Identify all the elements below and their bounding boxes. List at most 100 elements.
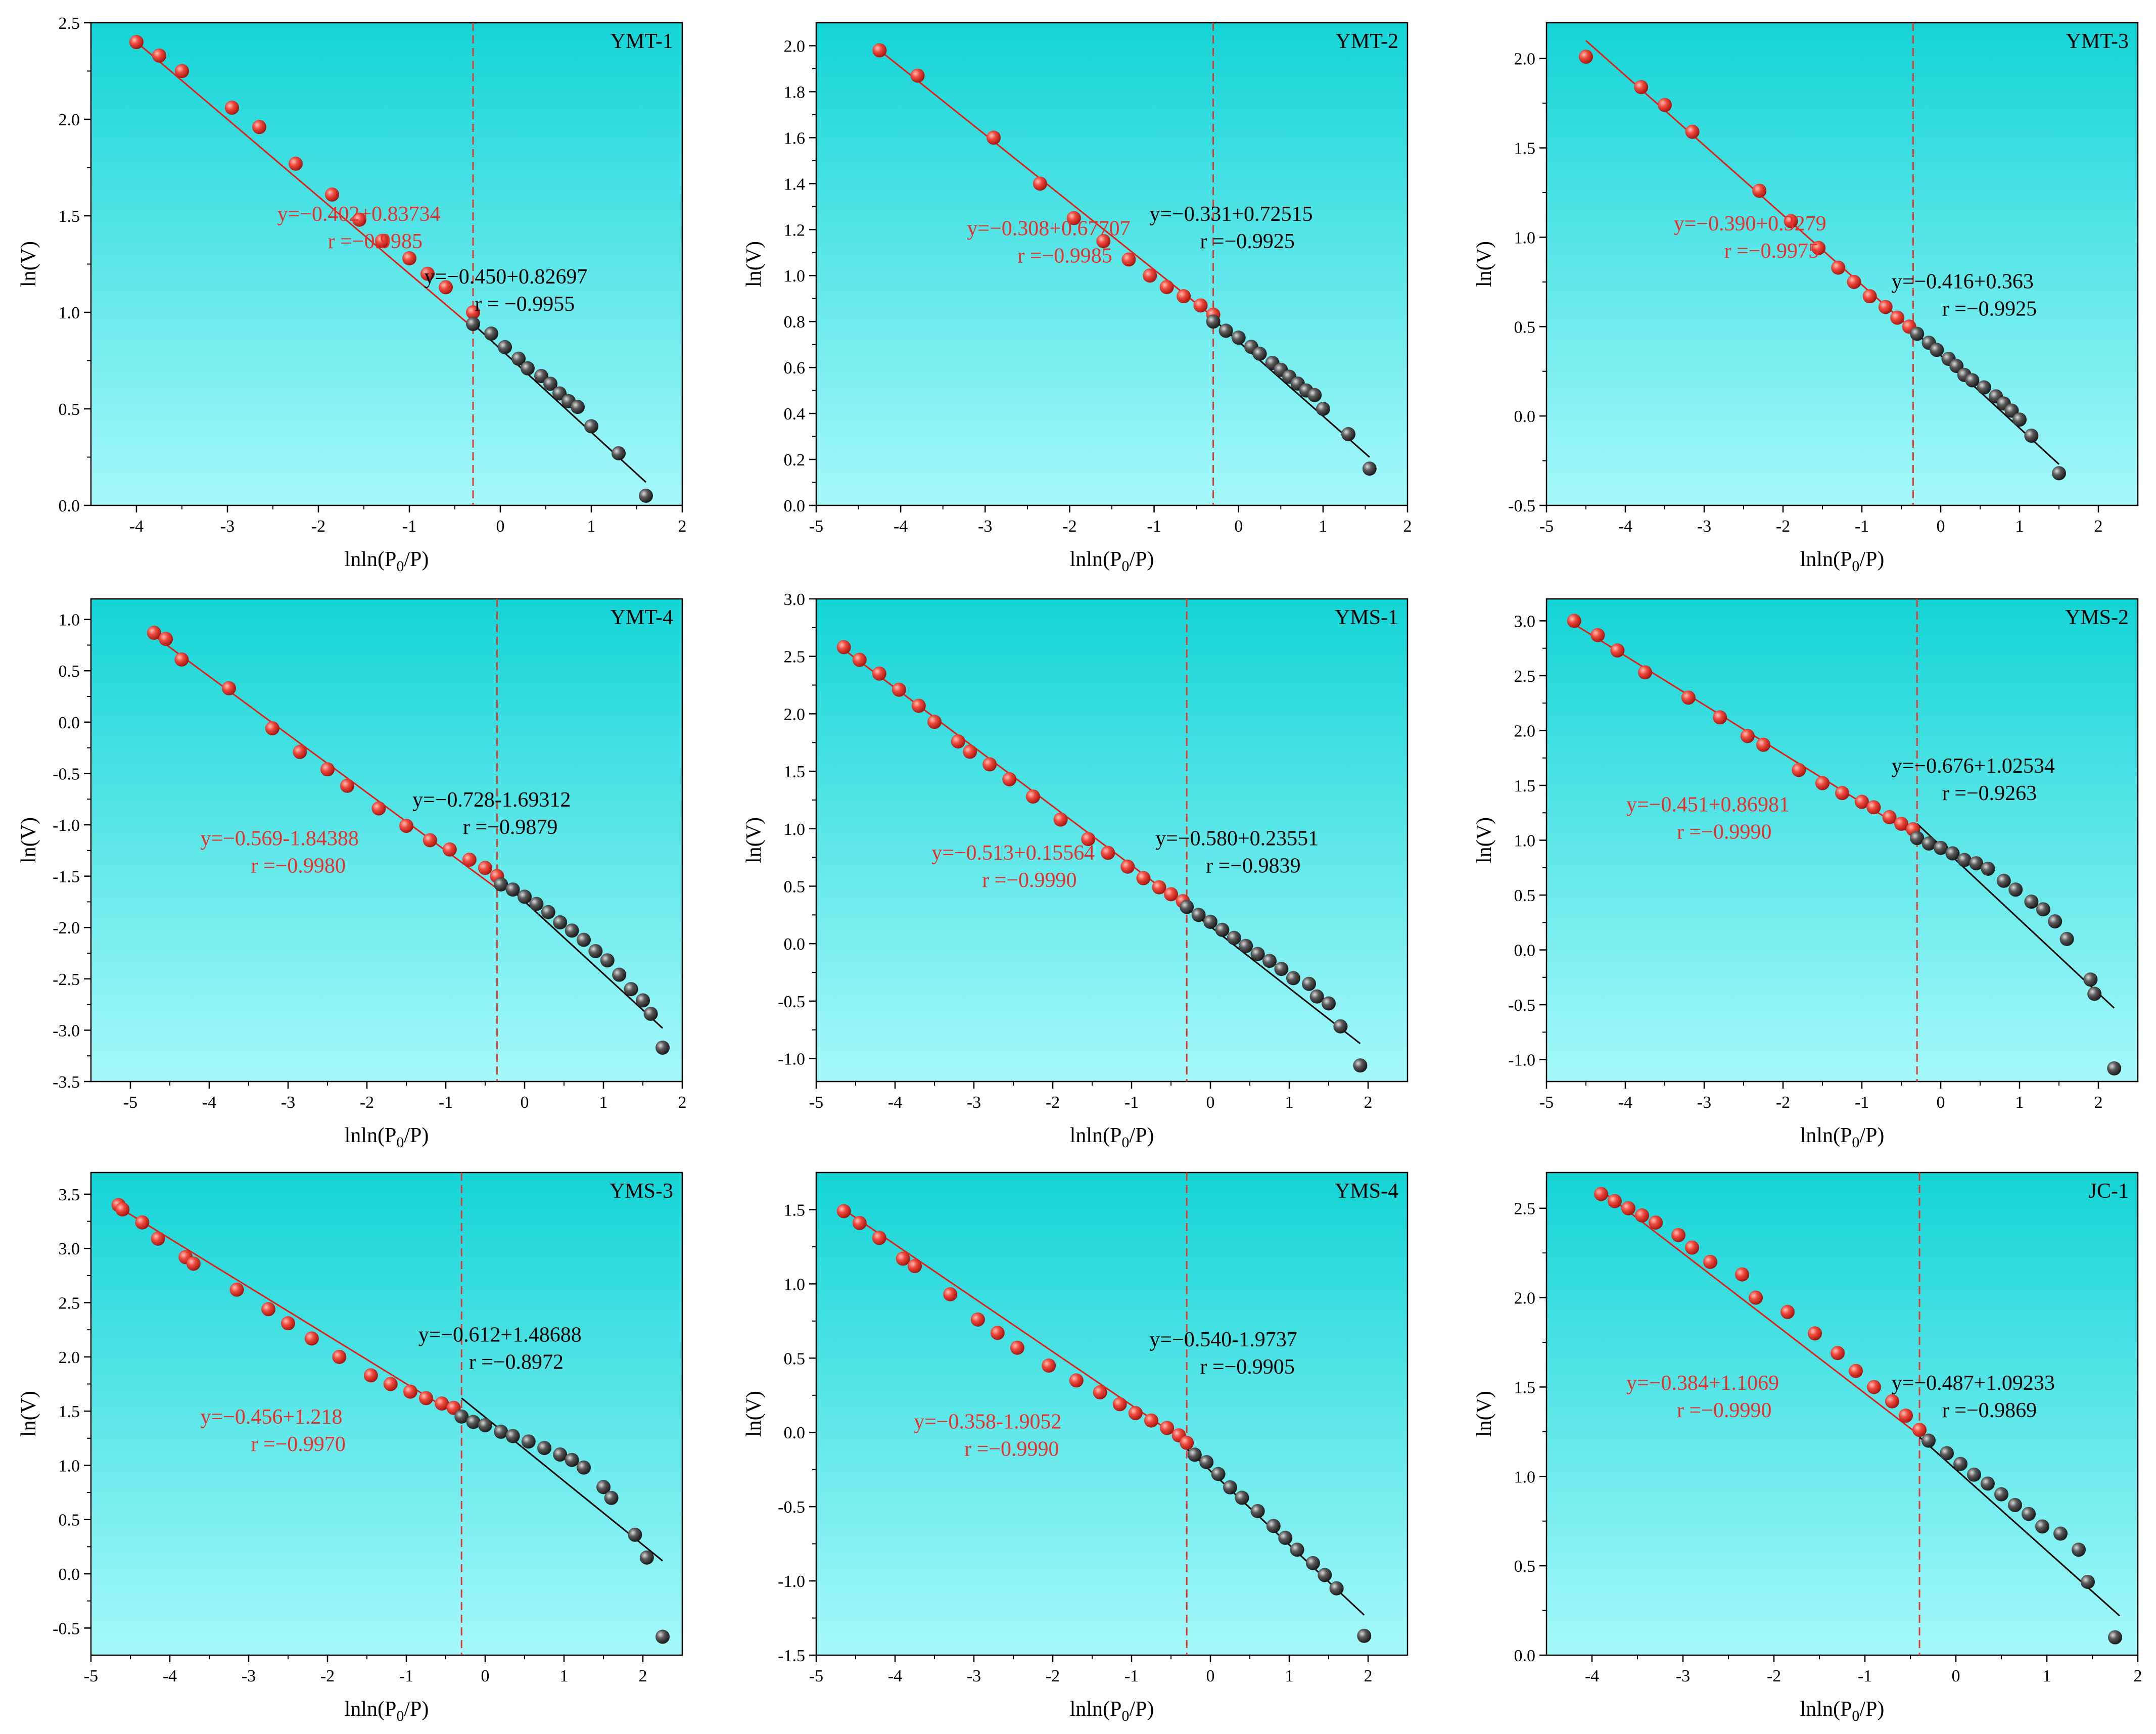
x-tick-label: -5 xyxy=(809,1093,823,1112)
x-tick-label: -4 xyxy=(1618,1093,1632,1112)
panel-label: YMS-2 xyxy=(2065,606,2129,629)
plot-frame xyxy=(90,598,683,1083)
data-point-black xyxy=(1981,1476,1995,1491)
data-point-black xyxy=(543,377,557,391)
y-tick-label: 0.8 xyxy=(784,313,806,332)
data-point-red xyxy=(152,48,166,63)
data-point-red xyxy=(1658,98,1672,112)
equation-right-formula: y=−0.612+1.48688 xyxy=(418,1323,582,1346)
data-point-red xyxy=(403,1384,417,1399)
data-point-black xyxy=(577,932,591,947)
plot-background xyxy=(816,1173,1408,1655)
data-point-black xyxy=(1262,954,1277,968)
data-point-black xyxy=(565,923,579,938)
data-point-black xyxy=(1305,1556,1320,1570)
y-tick-label: 1.0 xyxy=(784,1275,806,1294)
data-point-red xyxy=(1847,274,1861,289)
chart-panel: -5 -4 -3 -2 -1 0 1 2 -0.5 0.0 0.5 1.0 1.5 2.0 2.5 3.0 3.… xyxy=(17,1171,683,1724)
x-tick-label: 1 xyxy=(1319,517,1327,536)
data-point-red xyxy=(1164,887,1178,902)
x-tick-label: -1 xyxy=(1858,1667,1872,1685)
x-tick-label: -2 xyxy=(1767,1667,1781,1685)
equation-left-formula: y=−0.513+0.15564 xyxy=(931,841,1095,865)
data-point-red xyxy=(115,1202,130,1216)
y-tick-label: 1.8 xyxy=(784,83,806,102)
data-point-red xyxy=(147,626,161,640)
y-tick-label: -1.5 xyxy=(53,868,80,886)
data-point-red xyxy=(340,778,354,793)
x-axis-title: lnln(P0/P) xyxy=(1070,1698,1154,1724)
data-point-black xyxy=(655,1629,670,1644)
plot-area xyxy=(836,640,1368,1073)
data-point-black xyxy=(2024,429,2039,443)
fit-line-left xyxy=(150,632,498,889)
equation-left-formula: y=−0.569-1.84388 xyxy=(201,827,359,850)
data-point-black xyxy=(2081,1574,2095,1589)
x-tick-label: 2 xyxy=(2094,517,2103,536)
x-tick-label: -4 xyxy=(163,1667,177,1685)
equation-left-formula: y=−0.308+0.67707 xyxy=(967,217,1130,240)
data-point-red xyxy=(982,757,997,772)
x-tick-label: -3 xyxy=(1697,1093,1711,1112)
x-tick-label: -1 xyxy=(1147,517,1161,536)
x-tick-label: -1 xyxy=(1124,1093,1139,1112)
data-point-red xyxy=(852,1215,867,1230)
data-point-red xyxy=(261,1302,275,1317)
plot-area xyxy=(1567,614,2122,1075)
data-point-red xyxy=(1740,729,1755,743)
data-point-black xyxy=(511,351,526,366)
y-tick-label: -3.0 xyxy=(53,1021,80,1040)
data-point-black xyxy=(1981,861,1995,876)
data-point-black xyxy=(553,915,568,930)
data-point-red xyxy=(1792,763,1806,777)
y-tick-label: 0.0 xyxy=(59,714,80,732)
data-point-red xyxy=(1621,1201,1635,1215)
data-point-red xyxy=(363,1368,378,1383)
chart-panel: -5 -4 -3 -2 -1 0 1 2 -0.5 0.0 0.5 1.0 1.5 2.0 lnln(P0/… xyxy=(1473,22,2139,575)
panel-label: YMT-2 xyxy=(1336,30,1398,53)
data-point-black xyxy=(1341,427,1355,442)
data-point-red xyxy=(265,721,279,736)
data-point-black xyxy=(1235,1490,1249,1505)
equation-right-r: r =−0.9925 xyxy=(1942,297,2037,320)
data-point-red xyxy=(175,64,189,78)
data-point-black xyxy=(2008,882,2023,897)
data-point-red xyxy=(963,744,977,759)
data-point-black xyxy=(639,1550,654,1565)
data-point-red xyxy=(1002,772,1017,786)
y-tick-label: 1.0 xyxy=(59,1457,80,1475)
y-axis-title: ln(V) xyxy=(17,241,40,287)
y-tick-label: 2.0 xyxy=(1514,722,1536,740)
x-tick-label: 2 xyxy=(1403,517,1412,536)
x-tick-label: -4 xyxy=(1618,517,1632,536)
data-point-red xyxy=(1756,737,1770,752)
data-point-red xyxy=(1635,1208,1649,1223)
data-point-black xyxy=(466,316,480,331)
data-point-black xyxy=(1316,402,1330,416)
equation-left-formula: y=−0.390+0.3279 xyxy=(1674,212,1826,236)
equation-right-r: r =−0.9925 xyxy=(1200,230,1294,253)
data-point-red xyxy=(852,652,867,667)
data-point-black xyxy=(577,1460,591,1475)
y-tick-label: -1.0 xyxy=(1508,1051,1535,1070)
data-point-black xyxy=(1977,380,1991,395)
x-tick-label: -2 xyxy=(1776,1093,1790,1112)
data-point-red xyxy=(419,1391,433,1405)
y-tick-label: 2.0 xyxy=(784,37,806,56)
y-tick-label: 0.6 xyxy=(784,359,806,378)
data-point-black xyxy=(529,897,544,911)
plot-background xyxy=(816,23,1408,505)
data-point-red xyxy=(1042,1358,1056,1373)
data-point-black xyxy=(1921,1433,1936,1448)
y-tick-label: 0.0 xyxy=(1514,1647,1536,1665)
data-point-red xyxy=(1811,241,1826,255)
plot-frame xyxy=(1545,1171,2139,1656)
x-tick-label: -2 xyxy=(311,517,325,536)
data-point-red xyxy=(1066,211,1081,225)
data-point-black xyxy=(1910,326,1925,341)
y-tick-label: 1.5 xyxy=(784,763,806,781)
equation-right-formula: y=−0.416+0.363 xyxy=(1892,270,2034,293)
plot-area xyxy=(1594,1187,2122,1645)
data-point-black xyxy=(2048,914,2063,929)
